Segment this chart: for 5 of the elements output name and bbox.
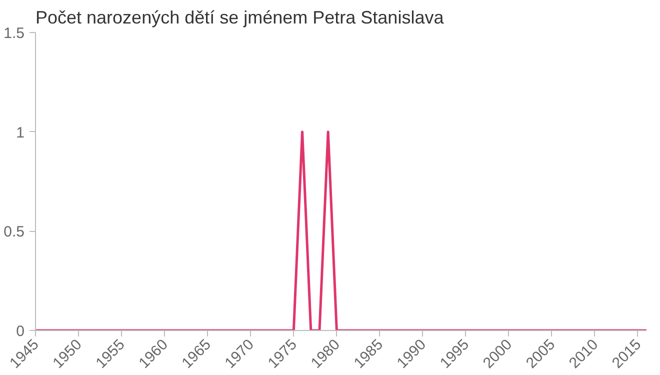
chart-title: Počet narozených dětí se jménem Petra Stanislava [36,8,445,28]
y-tick-label: 1 [16,124,24,142]
y-tick-label: 0 [16,323,24,340]
y-tick-label: 0.5 [4,224,25,241]
y-tick-label: 1.5 [4,25,25,42]
